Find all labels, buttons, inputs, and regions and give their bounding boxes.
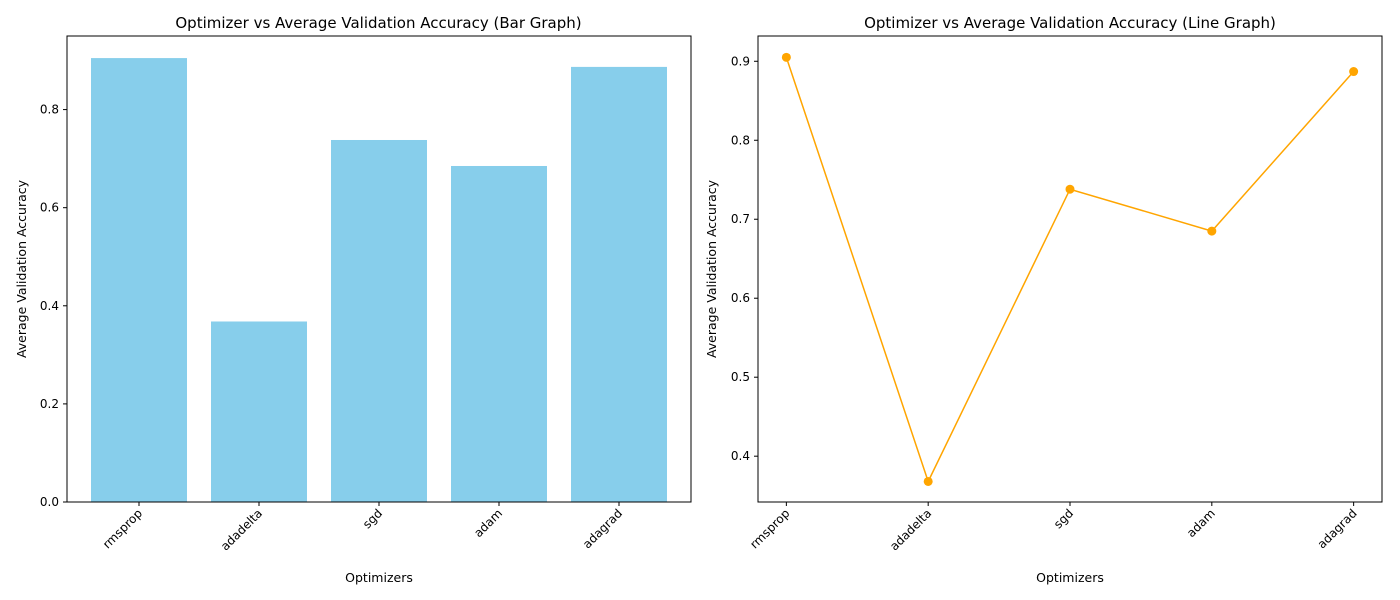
line-y-tick-label: 0.8 [731, 133, 750, 147]
bar-chart-y-ticks: 0.0 0.2 0.4 0.6 0.8 [40, 103, 67, 509]
bar-x-tick-label: adadelta [218, 506, 265, 553]
point-sgd [1065, 184, 1075, 194]
line-y-tick-label: 0.6 [731, 291, 750, 305]
line-chart-x-ticks: rmsprop adadelta sgd adam adagrad [747, 502, 1360, 553]
line-y-tick-label: 0.7 [731, 212, 750, 226]
bar-rmsprop [91, 58, 187, 503]
bar-x-tick-label: rmsprop [100, 506, 145, 551]
bar-chart-title: Optimizer vs Average Validation Accuracy… [175, 14, 581, 32]
bar-chart-y-axis-label: Average Validation Accuracy [14, 179, 29, 358]
point-adadelta [923, 476, 933, 486]
line-chart-plot-frame [757, 35, 1383, 503]
point-adam [1207, 226, 1217, 236]
line-x-tick-label: adagrad [1315, 506, 1360, 551]
line-chart-series-line [785, 57, 1355, 484]
line-chart-y-axis-label: Average Validation Accuracy [704, 179, 719, 358]
line-chart-points [781, 52, 1359, 486]
bar-adagrad [571, 66, 667, 502]
bar-chart-x-ticks: rmsprop adadelta sgd adam adagrad [100, 502, 625, 553]
line-chart: Optimizer vs Average Validation Accuracy… [704, 14, 1383, 585]
line-x-tick-label: adadelta [887, 506, 934, 553]
line-chart-title: Optimizer vs Average Validation Accuracy… [864, 14, 1276, 32]
line-y-tick-label: 0.4 [731, 449, 750, 463]
bar-y-tick-label: 0.8 [40, 103, 59, 117]
bar-chart-plot-frame [66, 35, 692, 503]
point-rmsprop [781, 52, 791, 62]
bar-chart: Optimizer vs Average Validation Accuracy… [14, 14, 692, 585]
line-x-tick-label: sgd [1051, 506, 1076, 531]
line-x-tick-label: adam [1184, 506, 1218, 540]
line-y-tick-label: 0.9 [731, 54, 750, 68]
bar-chart-x-axis-label: Optimizers [345, 570, 413, 585]
bar-y-tick-label: 0.2 [40, 397, 59, 411]
bar-y-tick-label: 0.0 [40, 495, 59, 509]
bar-adadelta [211, 321, 307, 502]
line-y-tick-label: 0.5 [731, 370, 750, 384]
line-x-tick-label: rmsprop [747, 506, 792, 551]
bar-x-tick-label: adam [471, 506, 505, 540]
point-adagrad [1349, 67, 1359, 77]
bar-chart-bars [91, 58, 667, 503]
line-chart-y-ticks: 0.4 0.5 0.6 0.7 0.8 0.9 [731, 54, 758, 463]
bar-x-tick-label: sgd [360, 506, 385, 531]
bar-sgd [331, 139, 427, 502]
bar-x-tick-label: adagrad [580, 506, 625, 551]
bar-y-tick-label: 0.6 [40, 201, 59, 215]
bar-y-tick-label: 0.4 [40, 299, 59, 313]
bar-adam [451, 165, 547, 502]
line-chart-x-axis-label: Optimizers [1036, 570, 1104, 585]
